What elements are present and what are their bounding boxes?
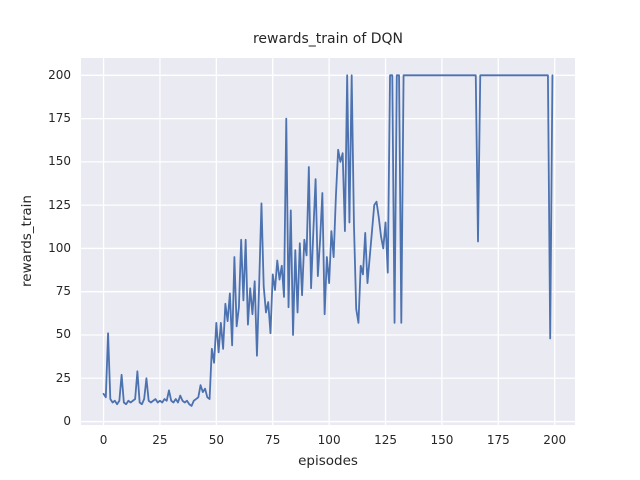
x-tick-label: 175 [486, 433, 510, 447]
x-tick-label: 50 [208, 433, 224, 447]
x-tick-label: 25 [152, 433, 168, 447]
y-tick-label: 125 [48, 197, 71, 212]
y-tick-label: 150 [48, 154, 71, 169]
line-chart [81, 58, 575, 425]
grid-lines [81, 58, 575, 425]
y-tick-label: 100 [48, 240, 71, 255]
y-tick-label: 50 [55, 327, 71, 342]
y-tick-label: 200 [48, 67, 71, 82]
y-tick-label: 25 [55, 370, 71, 385]
data-line-rewards_train [102, 74, 554, 407]
chart-title: rewards_train of DQN [252, 31, 404, 47]
x-tick-label: 100 [317, 433, 341, 447]
x-tick-label: 0 [99, 433, 108, 447]
y-tick-label: 175 [48, 111, 71, 126]
x-tick-label: 75 [265, 433, 281, 447]
x-axis-label: episodes [298, 453, 358, 469]
x-tick-label: 150 [430, 433, 454, 447]
y-tick-label: 75 [55, 284, 71, 299]
x-tick-label: 200 [543, 433, 567, 447]
plot-background [81, 58, 575, 425]
plot-area [81, 58, 575, 425]
y-tick-label: 0 [63, 414, 71, 429]
x-tick-label: 125 [374, 433, 397, 447]
